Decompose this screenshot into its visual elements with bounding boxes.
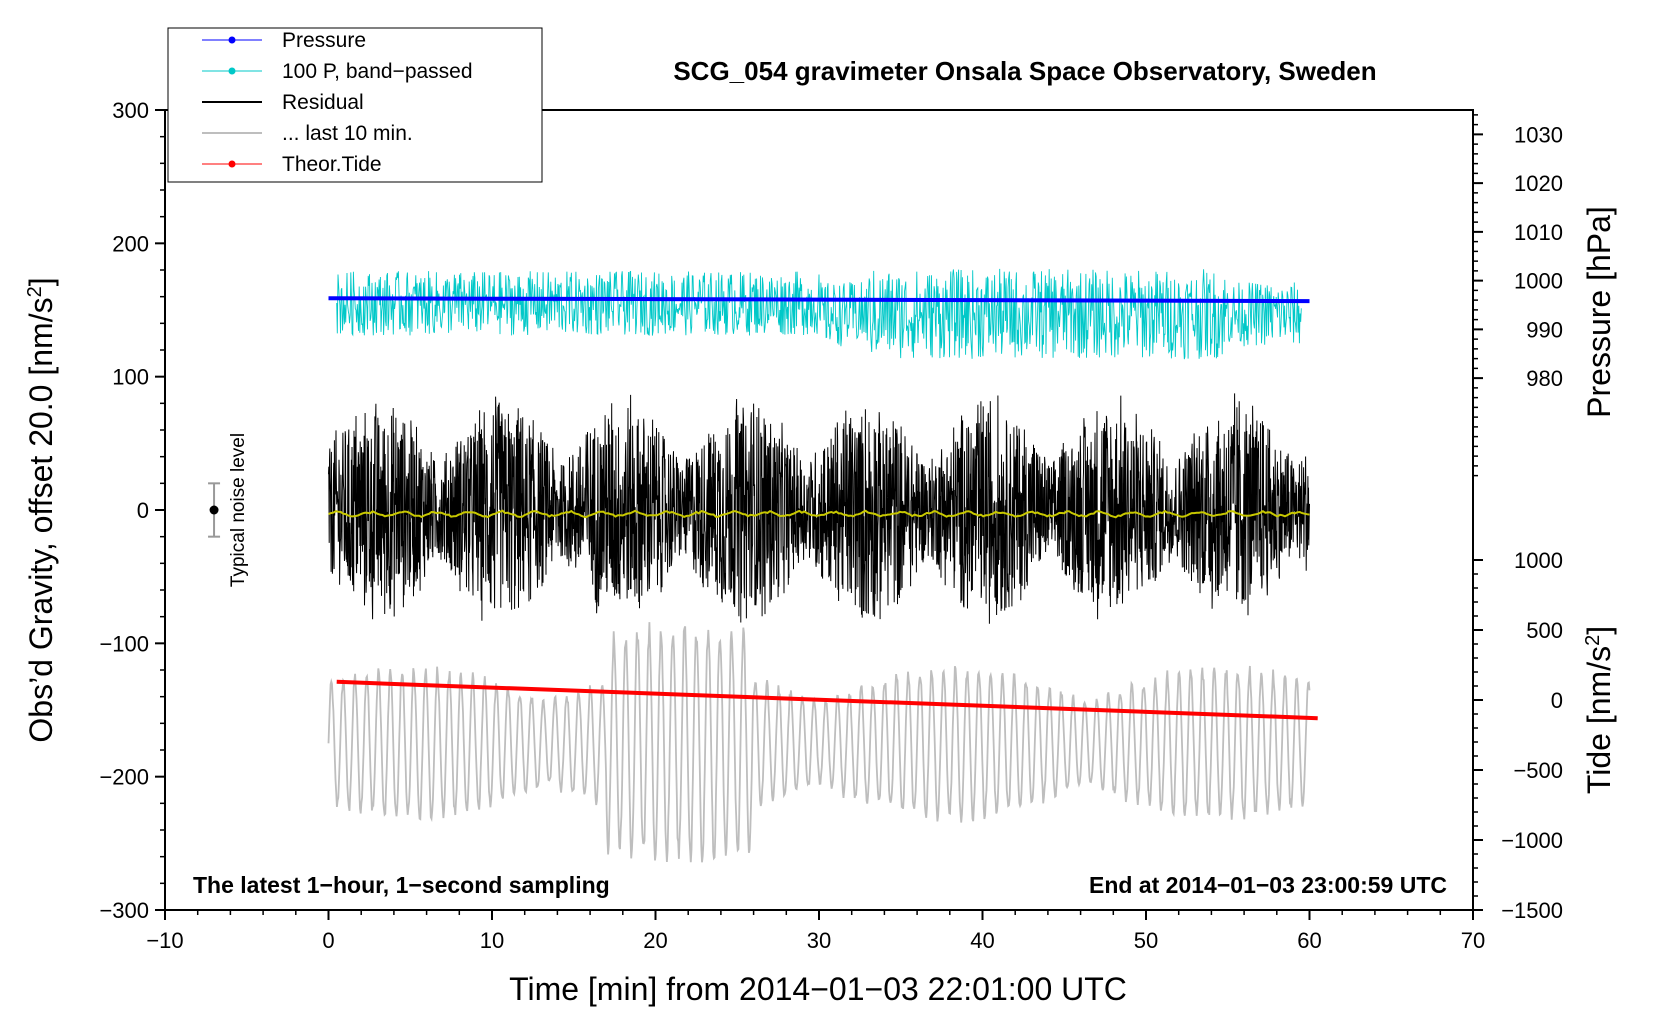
noise-indicator bbox=[208, 482, 221, 538]
legend-items: Pressure 100 P, band−passed Residual ... la… bbox=[202, 29, 473, 176]
x-tick-label: 30 bbox=[807, 928, 831, 953]
legend-label: Pressure bbox=[282, 29, 366, 52]
x-tick-label: 70 bbox=[1461, 928, 1485, 953]
y-tick-label: −100 bbox=[99, 631, 149, 656]
y-axis-title-tide-main: Tide [nm/s bbox=[1581, 646, 1617, 794]
x-tick-label: 50 bbox=[1134, 928, 1158, 953]
pressure-tick-label: 1020 bbox=[1514, 171, 1563, 196]
legend: Pressure 100 P, band−passed Residual ... la… bbox=[167, 27, 543, 183]
series-band-passed-pressure bbox=[336, 268, 1302, 360]
x-tick-label: −10 bbox=[146, 928, 183, 953]
noise-level-label: Typical noise level bbox=[228, 433, 249, 587]
y-axis-title-tide-close: ] bbox=[1581, 626, 1617, 635]
x-tick-label: 0 bbox=[322, 928, 334, 953]
pressure-tick-label: 980 bbox=[1526, 366, 1563, 391]
y-tick-label: 300 bbox=[112, 98, 149, 123]
tide-tick-label: 0 bbox=[1551, 688, 1563, 713]
series-theoretical-tide bbox=[336, 679, 1318, 721]
pressure-tick-label: 1010 bbox=[1514, 220, 1563, 245]
x-tick-label: 10 bbox=[480, 928, 504, 953]
y-tick-label: 0 bbox=[137, 498, 149, 523]
y-tick-label: −300 bbox=[99, 898, 149, 923]
y-tick-label: 100 bbox=[112, 365, 149, 390]
x-tick-label: 20 bbox=[643, 928, 667, 953]
chart-title: SCG_054 gravimeter Onsala Space Observat… bbox=[673, 56, 1376, 86]
y-axis-title-tide: Tide [nm/s2] bbox=[1581, 626, 1617, 794]
series-layer bbox=[327, 268, 1318, 863]
series-last-10-min bbox=[327, 622, 1311, 863]
legend-marker bbox=[228, 36, 236, 44]
y-axis-title-left-sup: 2 bbox=[24, 286, 46, 297]
y-axis-title-left: Obs’d Gravity, offset 20.0 [nm/s2] bbox=[23, 277, 59, 742]
legend-label: Theor.Tide bbox=[282, 153, 382, 176]
series-pressure bbox=[328, 296, 1310, 304]
legend-label: Residual bbox=[282, 91, 364, 114]
tide-tick-label: −1500 bbox=[1501, 898, 1563, 923]
tide-tick-label: −1000 bbox=[1501, 828, 1563, 853]
legend-marker bbox=[228, 67, 236, 75]
y-axis-title-tide-sup: 2 bbox=[1582, 635, 1604, 646]
note-sampling: The latest 1−hour, 1−second sampling bbox=[193, 872, 610, 898]
legend-label: 100 P, band−passed bbox=[282, 60, 473, 83]
legend-marker bbox=[228, 160, 236, 168]
tide-tick-label: 500 bbox=[1526, 618, 1563, 643]
tide-tick-label: −500 bbox=[1513, 758, 1563, 783]
x-axis-title: Time [min] from 2014−01−03 22:01:00 UTC bbox=[509, 971, 1127, 1007]
pressure-tick-label: 1030 bbox=[1514, 122, 1563, 147]
pressure-tick-label: 1000 bbox=[1514, 269, 1563, 294]
y-tick-label: 200 bbox=[112, 231, 149, 256]
x-tick-label: 60 bbox=[1297, 928, 1321, 953]
pressure-tick-label: 990 bbox=[1526, 317, 1563, 342]
legend-label: ... last 10 min. bbox=[282, 122, 413, 145]
y-axis-title-pressure: Pressure [hPa] bbox=[1581, 206, 1617, 418]
y-tick-label: −200 bbox=[99, 765, 149, 790]
x-tick-label: 40 bbox=[970, 928, 994, 953]
noise-bar-center bbox=[209, 505, 219, 515]
series-residual-smoothed bbox=[328, 509, 1310, 519]
series-residual bbox=[328, 393, 1310, 624]
axes-layer: −10 0 10 20 30 40 50 60 70−300−200−1000100200300… bbox=[99, 98, 1563, 953]
legend-box bbox=[167, 27, 543, 183]
tide-tick-label: 1000 bbox=[1514, 548, 1563, 573]
note-end-time: End at 2014−01−03 23:00:59 UTC bbox=[1089, 872, 1447, 898]
y-axis-title-left-close: ] bbox=[23, 277, 59, 286]
y-axis-title-left-main: Obs’d Gravity, offset 20.0 [nm/s bbox=[23, 297, 59, 742]
